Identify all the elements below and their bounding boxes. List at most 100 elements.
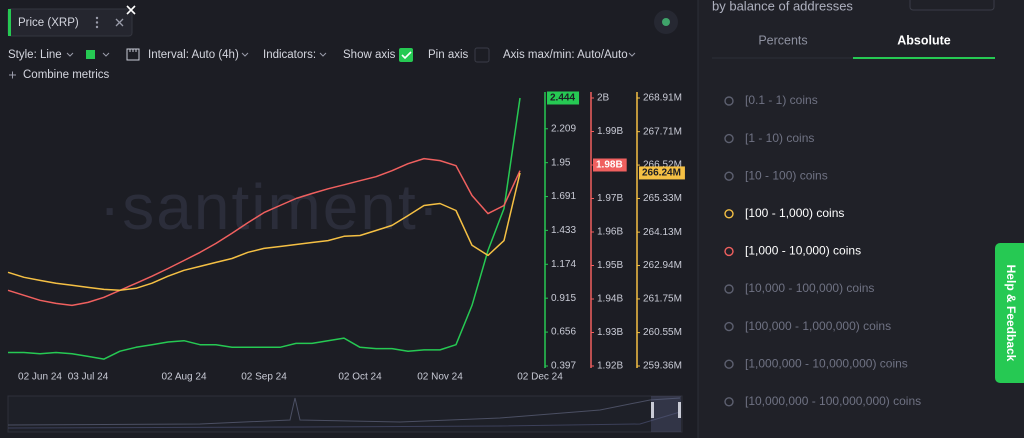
x-tick-label: 02 Sep 24: [241, 372, 287, 383]
y-tick-label: 1.691: [551, 191, 576, 202]
item-icon: [724, 171, 734, 181]
interval-select[interactable]: Interval: Auto (4h): [148, 49, 239, 61]
x-tick-label: 02 Nov 24: [417, 372, 463, 383]
plus-icon: [9, 71, 16, 79]
y-tick-label: 1.99B: [597, 126, 623, 137]
item-icon: [724, 246, 734, 257]
item-icon: [724, 359, 734, 369]
y-tick-label: 260.55M: [643, 327, 682, 338]
item-icon: [724, 133, 734, 144]
side-panel: [698, 0, 1024, 438]
y-tick-label: 262.94M: [643, 260, 682, 271]
y-tick-label: 1.95B: [597, 260, 623, 271]
color-picker[interactable]: [86, 50, 95, 59]
current-value-box: [593, 158, 627, 172]
metric-item[interactable]: [0.1 - 1) coins: [745, 93, 818, 107]
feedback-label: Help & Feedback: [1004, 265, 1018, 362]
metric-item[interactable]: [1,000,000 - 10,000,000) coins: [745, 356, 908, 370]
x-tick-label: 02 Dec 24: [517, 372, 563, 383]
x-tick-label: 02 Aug 24: [161, 372, 206, 383]
metric-close[interactable]: [115, 18, 124, 27]
feedback-tab[interactable]: [995, 243, 1024, 383]
style-select[interactable]: Style: Line: [8, 49, 62, 61]
chart: 02 Jun 24 03 Jul 24 02 Aug 24 02 Sep 24 02 O…: [7, 91, 685, 383]
y-tick-label: 2B: [597, 93, 610, 104]
y-tick-label: 268.91M: [643, 93, 682, 104]
minimap-handle[interactable]: [678, 402, 681, 418]
current-value-box: [639, 166, 685, 180]
x-tick-label: 02 Oct 24: [338, 372, 382, 383]
metric-item[interactable]: [100,000 - 1,000,000) coins: [745, 319, 891, 333]
minimap-window[interactable]: [651, 396, 681, 432]
series-line: [8, 97, 521, 360]
metric-list: [0.1 - 1) coins [1 - 10) coins [10 - 100) …: [724, 93, 921, 408]
current-value-label: 2.444: [550, 93, 575, 104]
chevron: [628, 52, 636, 57]
interval-icon: [126, 48, 140, 61]
close[interactable]: [126, 5, 136, 15]
tab[interactable]: Percents: [758, 33, 807, 47]
y-tick-label: 1.93B: [597, 327, 623, 338]
series-line: [7, 157, 521, 307]
y-tick-label: 1.95: [551, 157, 571, 168]
y-tick-label: 1.94B: [597, 294, 623, 305]
current-value-label: 266.24M: [642, 168, 681, 179]
current-value-label: 1.98B: [596, 160, 623, 171]
status-dot: [662, 18, 670, 26]
current-value-box: [547, 91, 580, 105]
panel-subtitle: by balance of addresses: [712, 0, 853, 13]
y-tick-label: 1.96B: [597, 227, 623, 238]
item-icon: [724, 284, 734, 294]
metric-item[interactable]: [10,000,000 - 100,000,000) coins: [745, 394, 921, 408]
item-icon: [724, 397, 734, 407]
chevron: [66, 52, 74, 57]
indicators-select[interactable]: Indicators:: [263, 49, 316, 61]
y-tick-label: 261.75M: [643, 294, 682, 305]
metric-item[interactable]: [1,000 - 10,000) coins: [745, 244, 861, 258]
x-tick-label: 03 Jul 24: [68, 372, 109, 383]
item-icon: [724, 209, 734, 219]
watermark: ·santiment·: [99, 171, 441, 243]
chart-pane: [0, 0, 698, 438]
y-tick-label: 0.915: [551, 293, 576, 304]
minimap-line: [7, 411, 681, 429]
minimap[interactable]: [7, 395, 683, 433]
metric-color: [8, 9, 11, 36]
y-tick-label: 1.97B: [597, 193, 623, 204]
series-line: [7, 172, 521, 291]
y-tick-label: 265.33M: [643, 193, 682, 204]
y-tick-label: 0.656: [551, 327, 576, 338]
metric-item[interactable]: [100 - 1,000) coins: [745, 206, 844, 220]
axis-range-select[interactable]: Axis max/min: Auto/Auto: [503, 49, 628, 61]
metric-item[interactable]: [10,000 - 100,000) coins: [745, 281, 874, 295]
item-icon: [724, 96, 734, 106]
pin-axis-checkbox[interactable]: [474, 47, 490, 63]
chevron: [102, 52, 110, 57]
tab-active[interactable]: Absolute: [897, 33, 951, 47]
chevron: [319, 52, 327, 57]
item-icon: [724, 321, 734, 332]
show-axis-label: Show axis: [343, 49, 396, 61]
y-tick-label: 1.92B: [597, 361, 623, 372]
minimap-line: [7, 397, 681, 426]
y-tick-label: 1.174: [551, 259, 576, 270]
metric-name: Price (XRP): [18, 17, 79, 29]
check: [401, 51, 412, 60]
y-tick-label: 264.13M: [643, 227, 682, 238]
panel-button[interactable]: [909, 0, 995, 11]
minimap-handle[interactable]: [651, 402, 654, 418]
chevron: [241, 52, 249, 57]
y-tick-label: 0.397: [551, 361, 576, 372]
metric-item[interactable]: [1 - 10) coins: [745, 131, 814, 145]
x-tick-label: 02 Jun 24: [18, 372, 62, 383]
combine-metrics[interactable]: Combine metrics: [23, 69, 110, 81]
y-tick-label: 267.71M: [643, 126, 682, 137]
y-tick-label: 1.433: [551, 225, 576, 236]
metric-menu[interactable]: [95, 16, 99, 29]
y-tick-label: 2.209: [551, 123, 576, 134]
show-axis-checkbox[interactable]: [399, 48, 413, 62]
y-tick-label: 266.52M: [643, 160, 682, 171]
metric-item[interactable]: [10 - 100) coins: [745, 168, 828, 182]
